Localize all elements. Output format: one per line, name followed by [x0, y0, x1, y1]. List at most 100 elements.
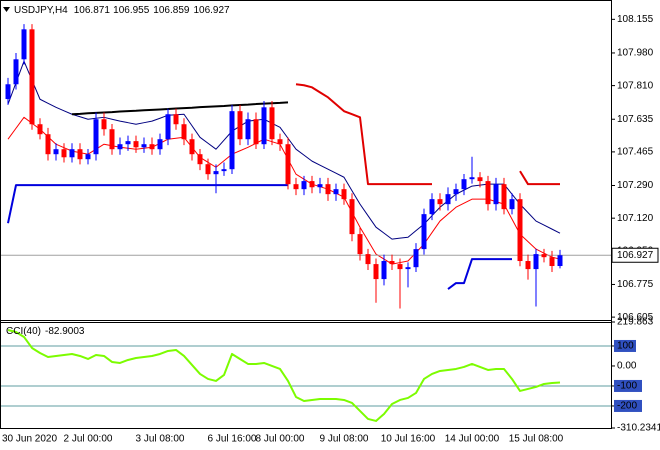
x-tick-label: 14 Jul 00:00 [445, 434, 500, 445]
candle-body [45, 134, 51, 155]
last-close: 106.927 [193, 5, 230, 16]
y-tick-label: 219.863 [617, 317, 654, 328]
level-label-box [614, 379, 642, 392]
indicator-line [7, 116, 561, 265]
candle-body [533, 254, 539, 270]
candle-body [221, 169, 227, 172]
candle-body [557, 255, 563, 267]
indicator-line [7, 328, 561, 422]
candle-body [181, 124, 187, 140]
candle-body [29, 29, 35, 125]
candle-body [365, 254, 371, 265]
candle-body [101, 119, 107, 130]
indicator-last-value: -82.9003 [45, 326, 85, 337]
candle-body [429, 199, 435, 215]
x-tick-label: 6 Jul 16:00 [208, 434, 257, 445]
bid-label-box [611, 247, 659, 263]
candle-body [341, 189, 347, 200]
chart-header: USDJPY,H4 106.871 106.955 106.859 106.927 [14, 5, 230, 16]
candle-body [125, 141, 131, 145]
last-open: 106.871 [74, 5, 111, 16]
candle-body [133, 141, 139, 148]
y-tick-label: 0.00 [617, 361, 637, 372]
candle-body [453, 189, 459, 195]
indicator-line [7, 60, 561, 240]
candle-body [277, 139, 283, 145]
candle-body [245, 119, 251, 140]
y-tick-label: 108.155 [617, 14, 654, 25]
candle-body [117, 144, 123, 150]
symbol-menu-icon [3, 7, 10, 12]
indicator-title: CCI(40) [6, 326, 41, 337]
indicator-line [71, 101, 289, 116]
candle-body [541, 254, 547, 258]
level-label-box [614, 339, 636, 352]
candle-body [149, 144, 155, 150]
candle-body [5, 84, 11, 100]
y-tick-label: 107.980 [617, 48, 654, 59]
candle-body [317, 184, 323, 188]
x-tick-label: 3 Jul 08:00 [136, 434, 185, 445]
candle-body [157, 139, 163, 150]
candle-body [61, 149, 67, 158]
candle-body [301, 181, 307, 190]
last-low: 106.859 [153, 5, 190, 16]
candle-body [189, 139, 195, 155]
candle-body [349, 199, 355, 235]
y-tick-label: 106.605 [617, 312, 654, 323]
candle-body [373, 264, 379, 280]
candle-body [13, 59, 19, 85]
candle-body [85, 154, 91, 160]
candle-body [293, 184, 299, 190]
candle-body [493, 184, 499, 205]
indicator-line [7, 184, 512, 290]
candle-body [477, 177, 483, 182]
level-label-box [614, 399, 642, 412]
bid-label: 106.927 [617, 250, 654, 261]
candle-body [357, 234, 363, 255]
candle-body [325, 184, 331, 195]
candle-body [53, 149, 59, 155]
candle-body [285, 144, 291, 185]
candle-body [213, 171, 219, 175]
candle-body [525, 261, 531, 270]
candle-layer [5, 24, 563, 309]
indicator-header: CCI(40) -82.9003 [6, 326, 85, 337]
candle-body [437, 199, 443, 205]
candle-body [421, 214, 427, 250]
candle-body [333, 189, 339, 195]
candle-body [461, 179, 467, 190]
y-tick-label: 107.465 [617, 147, 654, 158]
candle-body [445, 194, 451, 205]
candle-body [389, 261, 395, 265]
candle-body [21, 29, 27, 60]
candle-body [109, 129, 115, 150]
candle-body [261, 107, 267, 145]
y-tick-label: 107.810 [617, 80, 654, 91]
indicator-layer [0, 60, 611, 422]
candle-body [485, 181, 491, 205]
candle-body [517, 199, 523, 262]
candle-body [253, 119, 259, 145]
candle-body [381, 261, 387, 280]
candle-body [397, 264, 403, 270]
y-tick-label: -200 [617, 401, 637, 412]
y-tick-label: 107.635 [617, 114, 654, 125]
candle-body [205, 164, 211, 175]
x-tick-label: 8 Jul 00:00 [256, 434, 305, 445]
x-tick-label: 2 Jul 00:00 [64, 434, 113, 445]
candle-body [229, 111, 235, 170]
frame [0, 0, 612, 429]
candle-body [509, 199, 515, 210]
candle-body [469, 177, 475, 180]
y-tick-label: 106.775 [617, 279, 654, 290]
candle-body [269, 107, 275, 140]
candle-body [549, 257, 555, 267]
y-tick-label: 100 [617, 341, 634, 352]
x-tick-label: 10 Jul 16:00 [381, 434, 436, 445]
candle-body [197, 154, 203, 165]
candle-body [37, 124, 43, 135]
y-tick-label: 107.120 [617, 213, 654, 224]
